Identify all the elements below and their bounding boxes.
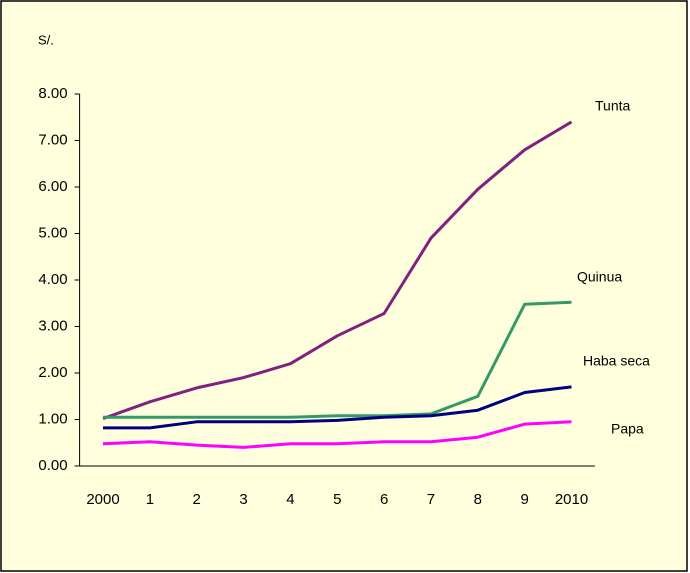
x-tick-label: 4 — [286, 491, 294, 508]
x-tick-label: 2 — [193, 491, 201, 508]
x-tick-label: 3 — [239, 491, 247, 508]
y-tick-label: 4.00 — [38, 271, 67, 288]
series-label: Quinua — [577, 269, 622, 285]
x-tick-label: 8 — [474, 491, 482, 508]
series-line — [102, 120, 573, 421]
y-tick-label: 2.00 — [38, 364, 67, 381]
y-tick-label: 3.00 — [38, 317, 67, 334]
x-tick-label: 6 — [380, 491, 388, 508]
x-tick-label: 1 — [146, 491, 154, 508]
x-tick-label: 9 — [521, 491, 529, 508]
x-tick-label: 7 — [427, 491, 435, 508]
series-line — [103, 300, 572, 419]
series-label: Tunta — [595, 98, 630, 114]
y-tick-label: 8.00 — [38, 85, 67, 102]
series-line — [102, 420, 572, 449]
series-label: Haba seca — [583, 353, 650, 369]
y-tick-label: 0.00 — [38, 457, 67, 474]
y-tick-label: 5.00 — [38, 224, 67, 241]
y-tick-label: 1.00 — [38, 410, 67, 427]
series-line — [103, 385, 572, 430]
y-axis-label: S/. — [38, 32, 54, 47]
series-label: Papa — [611, 421, 644, 437]
x-tick-label: 2010 — [555, 491, 588, 508]
x-tick-label: 2000 — [86, 491, 119, 508]
x-tick-label: 5 — [333, 491, 341, 508]
y-tick-label: 6.00 — [38, 178, 67, 195]
y-tick-label: 7.00 — [38, 131, 67, 148]
